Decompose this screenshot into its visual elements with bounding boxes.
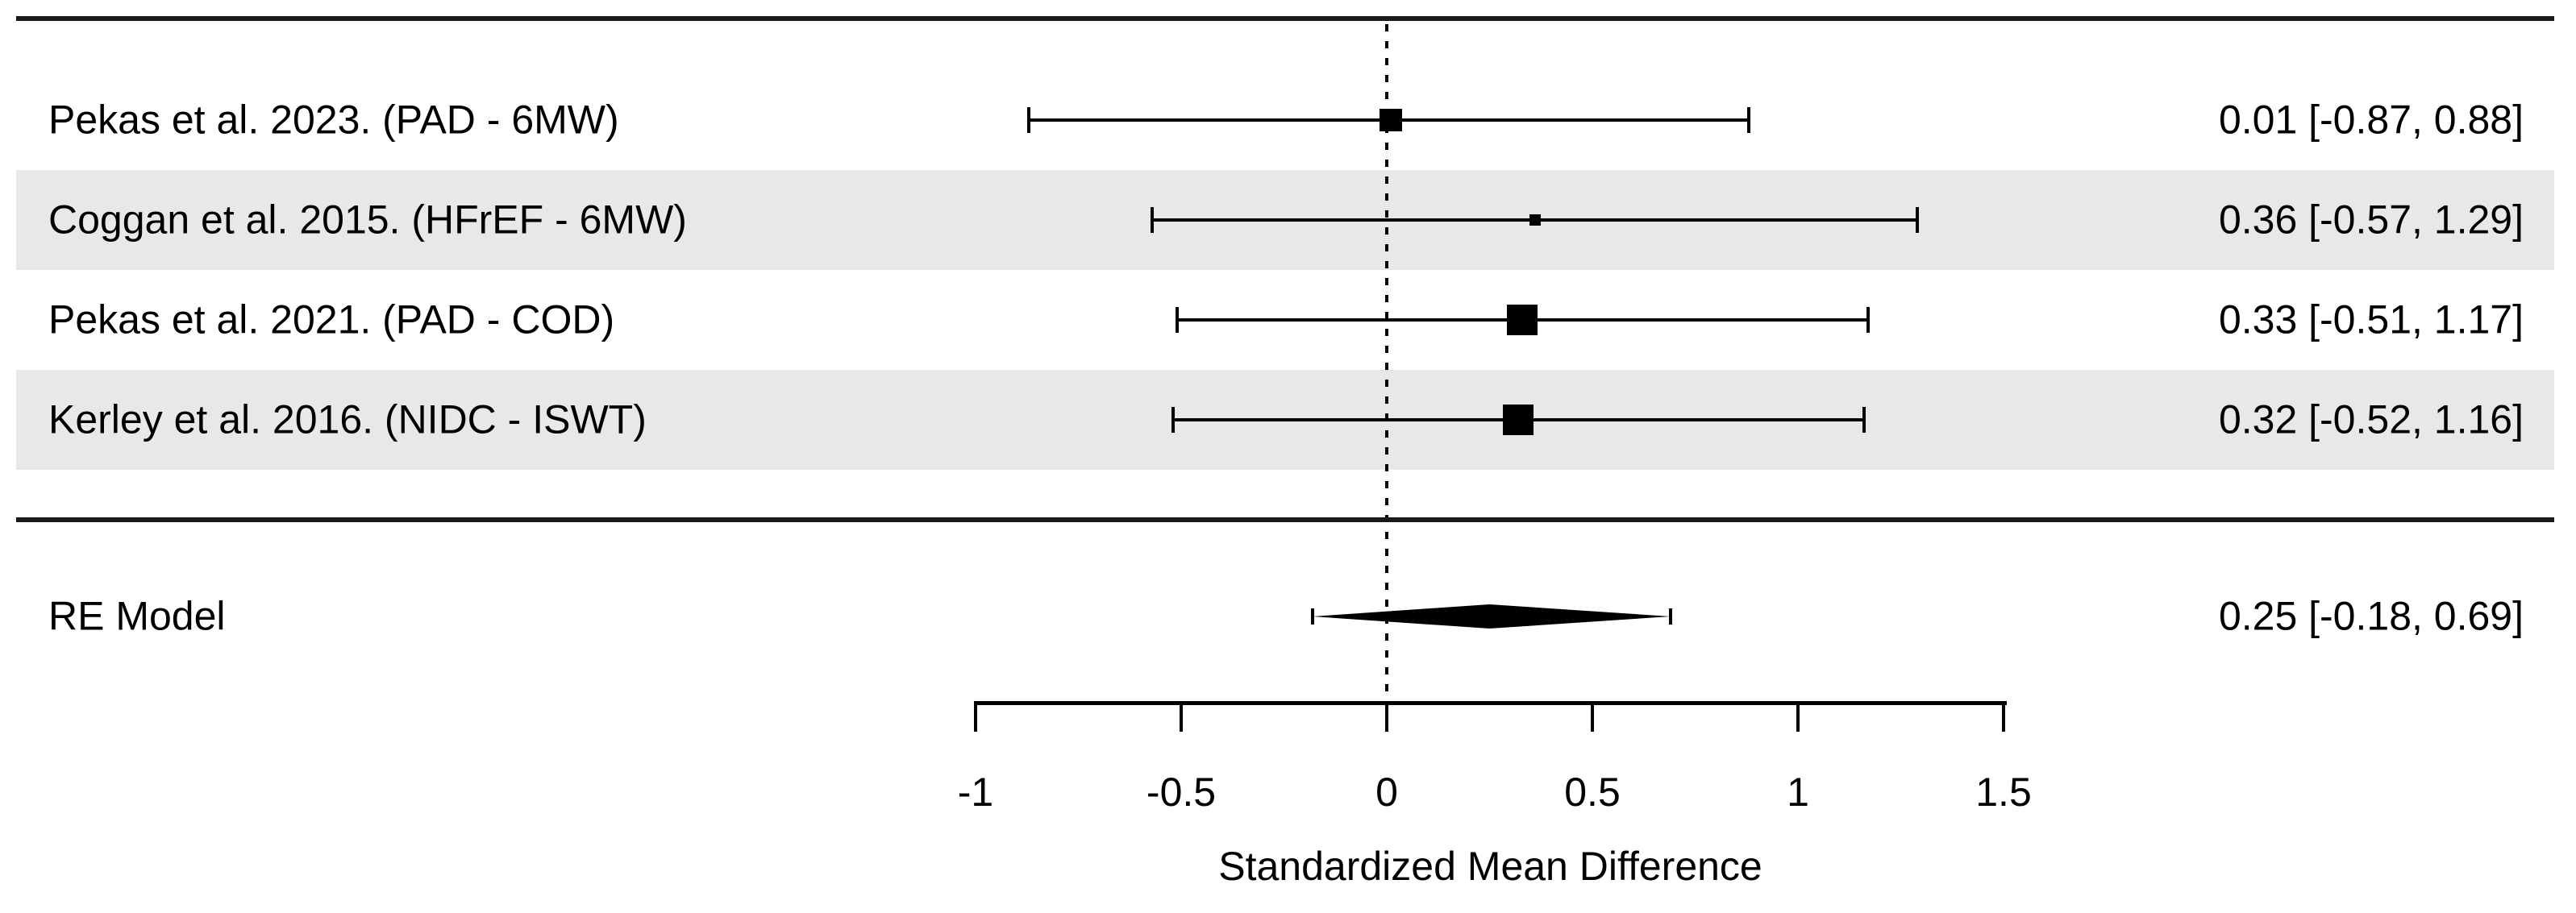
study-label: Kerley et al. 2016. (NIDC - ISWT) (48, 396, 647, 442)
separator-rule (16, 517, 2554, 522)
x-axis-tick (1385, 703, 1388, 732)
summary-diamond (1313, 604, 1671, 629)
x-axis-tick-label: 1 (1787, 770, 1809, 815)
x-axis-tick-label: -1 (957, 770, 994, 815)
estimate-annotation: 0.32 [-0.52, 1.16] (2218, 396, 2524, 442)
ci-cap-right (1862, 407, 1866, 433)
ci-cap-right (1915, 207, 1919, 233)
ci-cap-left (1171, 407, 1175, 433)
estimate-annotation: 0.33 [-0.51, 1.17] (2218, 297, 2524, 342)
x-axis-tick (1591, 703, 1594, 732)
x-axis-tick (974, 703, 977, 732)
estimate-annotation: 0.01 [-0.87, 0.88] (2218, 97, 2524, 143)
zero-reference-line (1385, 24, 1388, 699)
x-axis-tick (1796, 703, 1800, 732)
x-axis-tick-label: 0.5 (1564, 770, 1621, 815)
ci-cap-right (1746, 107, 1750, 133)
study-label: Pekas et al. 2023. (PAD - 6MW) (48, 97, 619, 143)
estimate-marker (1380, 109, 1403, 131)
estimate-marker (1529, 214, 1541, 226)
study-label: Pekas et al. 2021. (PAD - COD) (48, 297, 615, 342)
study-label: Coggan et al. 2015. (HFrEF - 6MW) (48, 197, 687, 243)
x-axis-tick-label: 1.5 (1975, 770, 2032, 815)
x-axis-tick (2002, 703, 2005, 732)
summary-annotation: 0.25 [-0.18, 0.69] (2218, 593, 2524, 639)
x-axis-tick-label: -0.5 (1146, 770, 1217, 815)
top-rule (16, 16, 2554, 21)
x-axis-line (974, 701, 2007, 705)
x-axis-tick (1180, 703, 1183, 732)
ci-cap-right (1866, 307, 1870, 333)
estimate-annotation: 0.36 [-0.57, 1.29] (2218, 197, 2524, 243)
estimate-marker (1507, 305, 1538, 335)
summary-label: RE Model (48, 593, 226, 639)
x-axis-title: Standardized Mean Difference (1218, 844, 1762, 889)
estimate-marker (1503, 405, 1534, 435)
ci-cap-left (1027, 107, 1031, 133)
summary-cap-left (1311, 608, 1315, 625)
x-axis-tick-label: 0 (1375, 770, 1398, 815)
ci-cap-left (1151, 207, 1155, 233)
summary-cap-right (1668, 608, 1672, 625)
ci-cap-left (1175, 307, 1179, 333)
